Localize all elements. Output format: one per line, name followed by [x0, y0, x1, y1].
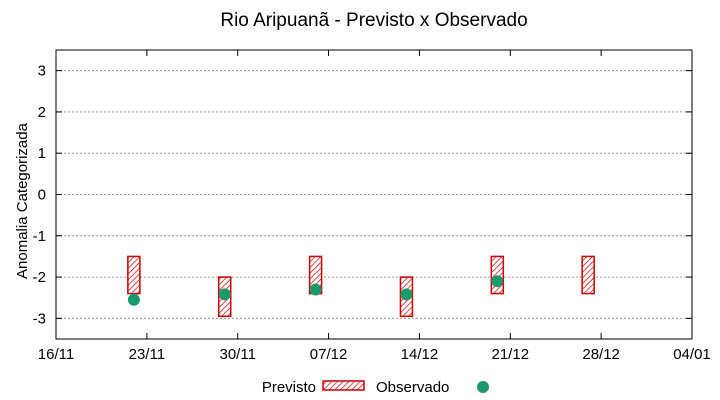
legend: Previsto Observado — [262, 379, 489, 396]
legend-swatch-observado — [477, 381, 489, 393]
legend-label-observado: Observado — [376, 379, 449, 396]
grid — [56, 70, 692, 319]
y-axis-label: Anomalia Categorizada — [14, 122, 31, 279]
y-tick-label: -3 — [33, 310, 46, 327]
legend-swatch-previsto — [322, 380, 365, 391]
legend-label-previsto: Previsto — [262, 379, 316, 396]
y-tick-label: -2 — [33, 269, 46, 286]
previsto-box — [490, 255, 505, 295]
y-tick-label: 2 — [38, 104, 46, 121]
observado-series — [127, 275, 504, 306]
previsto-box — [581, 255, 595, 295]
previsto-series — [127, 255, 595, 318]
observado-point — [218, 288, 231, 301]
previsto-box — [127, 255, 141, 295]
y-tick-label: -1 — [33, 228, 46, 245]
chart-title: Rio Aripuanã - Previsto x Observado — [220, 10, 527, 31]
observado-point — [127, 293, 140, 306]
observado-point — [400, 288, 413, 301]
x-tick-label: 28/12 — [582, 346, 620, 363]
x-tick-label: 07/12 — [310, 346, 348, 363]
y-axis: 3 2 1 0 -1 -2 -3 — [33, 63, 692, 327]
observado-point — [491, 275, 504, 288]
y-tick-label: 3 — [38, 63, 46, 80]
x-axis: 16/11 23/11 30/11 07/12 14/12 21/12 28/12 04/01 — [38, 50, 711, 363]
x-tick-label: 21/12 — [492, 346, 530, 363]
y-tick-label: 0 — [38, 187, 46, 204]
plot-frame — [55, 49, 693, 340]
x-tick-label: 04/01 — [673, 346, 711, 363]
observado-point — [309, 283, 322, 296]
x-tick-label: 30/11 — [219, 346, 255, 363]
y-tick-label: 1 — [38, 145, 46, 162]
x-tick-label: 23/11 — [129, 346, 165, 363]
x-tick-label: 14/12 — [401, 346, 439, 363]
x-tick-label: 16/11 — [38, 346, 74, 363]
